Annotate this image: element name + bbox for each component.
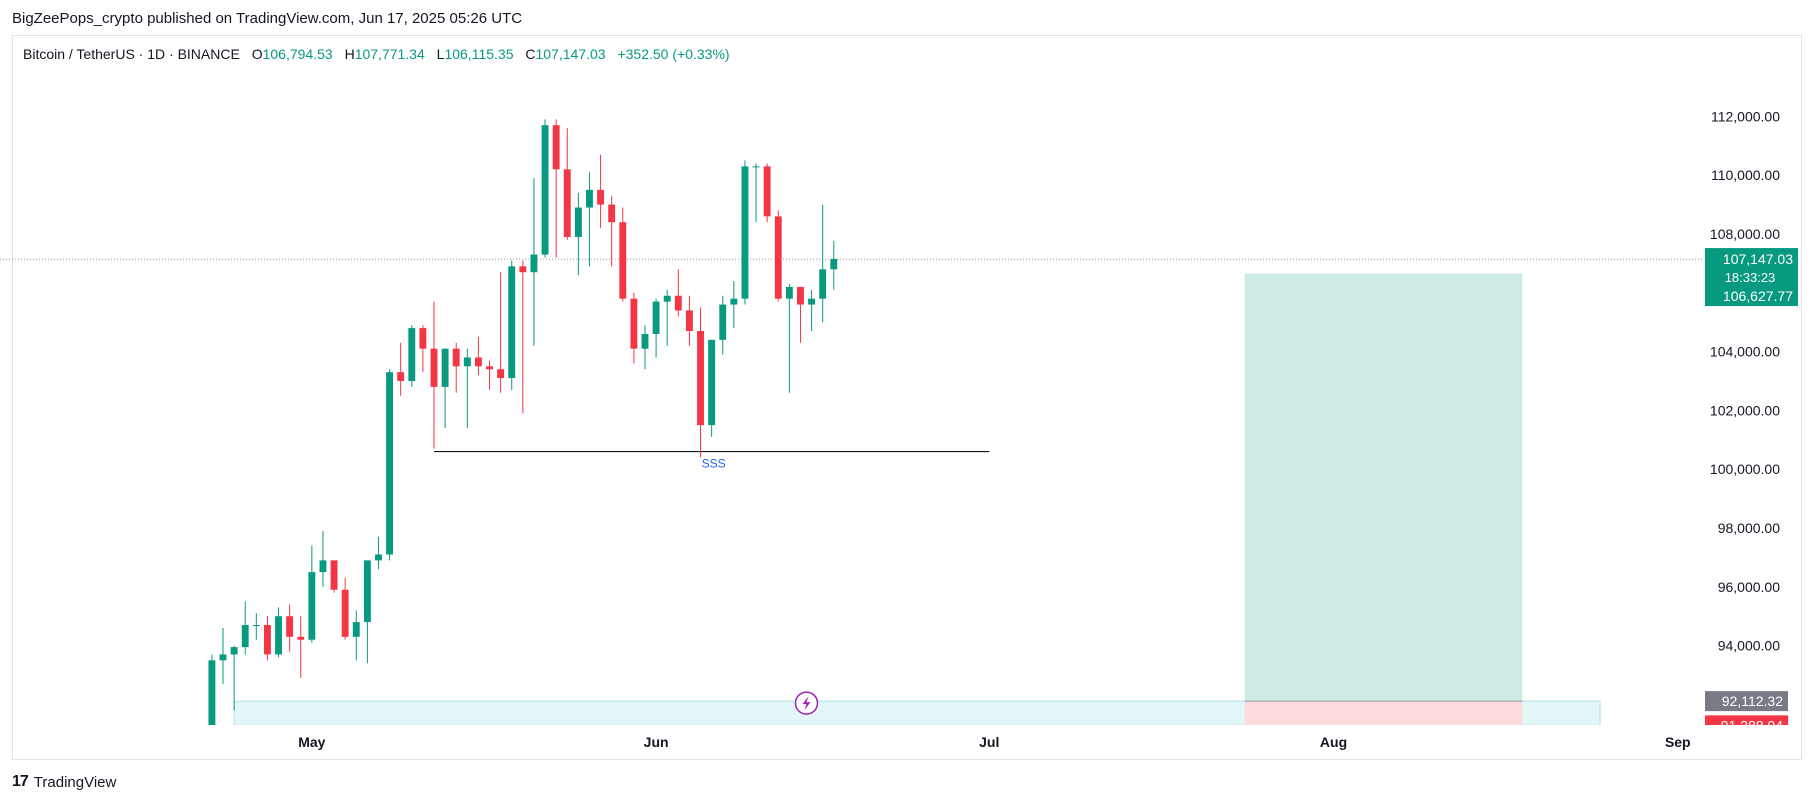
legend-high-value: 107,771.34	[354, 46, 425, 62]
legend-open-label: O	[251, 46, 263, 62]
tradingview-logo-text: TradingView	[33, 773, 117, 791]
legend-open-value: 106,794.53	[262, 46, 333, 62]
tradingview-logo[interactable]: 17 TradingView	[12, 773, 116, 791]
legend-change: +352.50 (+0.33%)	[617, 46, 730, 62]
publish-line: BigZeePops_crypto published on TradingVi…	[12, 10, 523, 27]
chart-frame	[12, 35, 1802, 760]
legend-close-label: C	[525, 46, 536, 62]
legend-close-value: 107,147.03	[535, 46, 606, 62]
legend-symbol[interactable]: Bitcoin / TetherUS · 1D · BINANCE	[23, 46, 240, 62]
legend-low-value: 106,115.35	[444, 46, 514, 62]
tradingview-logo-icon: 17	[12, 773, 29, 790]
ohlc-legend: Bitcoin / TetherUS · 1D · BINANCE O106,7…	[23, 46, 730, 62]
legend-high-label: H	[344, 46, 355, 62]
legend-low-label: L	[436, 46, 445, 62]
